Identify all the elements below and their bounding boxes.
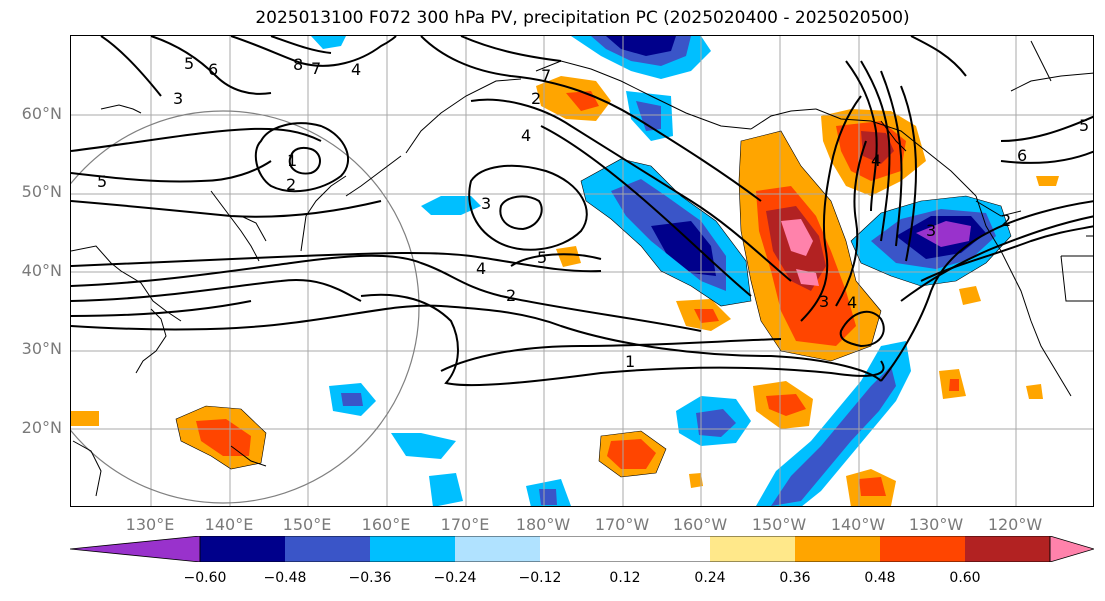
colorbar-segment bbox=[540, 536, 625, 562]
lon-label-140e: 140°E bbox=[204, 515, 254, 534]
lon-label-180w: 180°W bbox=[515, 515, 571, 534]
map-canvas: 5 6 8 7 4 3 1 2 5 2 7 4 3 5 4 2 1 3 4 6 … bbox=[71, 36, 1093, 506]
pv-label: 7 bbox=[311, 59, 321, 78]
lon-label-170e: 170°E bbox=[440, 515, 490, 534]
pv-label: 1 bbox=[625, 352, 635, 371]
lon-label-150w: 150°W bbox=[751, 515, 807, 534]
pv-label: 5 bbox=[97, 172, 107, 191]
pv-label: 1 bbox=[287, 151, 297, 170]
colorbar-tick: −0.60 bbox=[183, 570, 227, 586]
colorbar-tick: 0.12 bbox=[609, 570, 641, 586]
colorbar-segment bbox=[455, 536, 540, 562]
colorbar-tick: 0.60 bbox=[949, 570, 981, 586]
pv-label: 7 bbox=[541, 66, 551, 85]
colorbar bbox=[70, 536, 1094, 562]
pv-label: 6 bbox=[208, 60, 218, 79]
lat-label-50n: 50°N bbox=[21, 182, 62, 201]
colorbar-segment bbox=[200, 536, 285, 562]
colorbar-tick: 0.36 bbox=[779, 570, 811, 586]
pv-label: 2 bbox=[506, 286, 516, 305]
pv-label: 3 bbox=[481, 194, 491, 213]
range-circle bbox=[71, 110, 420, 504]
map-title: 2025013100 F072 300 hPa PV, precipitatio… bbox=[255, 8, 910, 28]
colorbar-extend-min bbox=[70, 536, 201, 562]
colorbar-tick: 0.48 bbox=[864, 570, 896, 586]
coastlines bbox=[71, 40, 1093, 497]
pv-label: 4 bbox=[521, 126, 531, 145]
pv-label: 5 bbox=[184, 54, 194, 73]
pv-label: 4 bbox=[476, 259, 486, 278]
pv-label: 2 bbox=[286, 175, 296, 194]
lat-label-30n: 30°N bbox=[21, 339, 62, 358]
pv-label: 8 bbox=[293, 55, 303, 74]
pv-label: 5 bbox=[537, 248, 547, 267]
lat-label-60n: 60°N bbox=[21, 104, 62, 123]
colorbar-segment bbox=[370, 536, 455, 562]
pv-label: 5 bbox=[1079, 116, 1089, 135]
colorbar-tick: −0.12 bbox=[518, 570, 562, 586]
lat-label-40n: 40°N bbox=[21, 261, 62, 280]
pv-label: 3 bbox=[819, 292, 829, 311]
anomaly-outlines bbox=[175, 130, 1012, 478]
colorbar-tick: −0.24 bbox=[433, 570, 477, 586]
lon-label-130e: 130°E bbox=[125, 515, 175, 534]
lon-label-160e: 160°E bbox=[361, 515, 411, 534]
colorbar-segment bbox=[625, 536, 710, 562]
pv-label: 4 bbox=[871, 151, 881, 170]
lon-label-130w: 130°W bbox=[908, 515, 964, 534]
pv-contours bbox=[71, 36, 1093, 387]
lat-label-20n: 20°N bbox=[21, 418, 62, 437]
pv-label: 4 bbox=[351, 60, 361, 79]
colorbar-tick: 0.24 bbox=[694, 570, 726, 586]
pv-label: 2 bbox=[531, 89, 541, 108]
pv-label: 4 bbox=[847, 293, 857, 312]
colorbar-tick: −0.48 bbox=[263, 570, 307, 586]
colorbar-segment bbox=[965, 536, 1050, 562]
colorbar-tick: −0.36 bbox=[348, 570, 392, 586]
colorbar-segment bbox=[880, 536, 965, 562]
pv-label: 6 bbox=[1017, 146, 1027, 165]
lon-label-140w: 140°W bbox=[830, 515, 886, 534]
pv-label: 3 bbox=[926, 221, 936, 240]
colorbar-segment bbox=[795, 536, 880, 562]
graticule bbox=[71, 36, 1093, 506]
lon-label-150e: 150°E bbox=[282, 515, 332, 534]
lon-label-170w: 170°W bbox=[594, 515, 650, 534]
pv-label: 3 bbox=[173, 89, 183, 108]
colorbar-segment bbox=[710, 536, 795, 562]
pv-contour-labels: 5 6 8 7 4 3 1 2 5 2 7 4 3 5 4 2 1 3 4 6 … bbox=[97, 54, 1089, 371]
lon-label-160w: 160°W bbox=[672, 515, 728, 534]
colorbar-extend-max bbox=[1049, 536, 1094, 562]
map-panel: 5 6 8 7 4 3 1 2 5 2 7 4 3 5 4 2 1 3 4 6 … bbox=[70, 35, 1094, 507]
colorbar-segment bbox=[285, 536, 370, 562]
lon-label-120w: 120°W bbox=[987, 515, 1043, 534]
pv-label: 2 bbox=[1001, 211, 1011, 230]
